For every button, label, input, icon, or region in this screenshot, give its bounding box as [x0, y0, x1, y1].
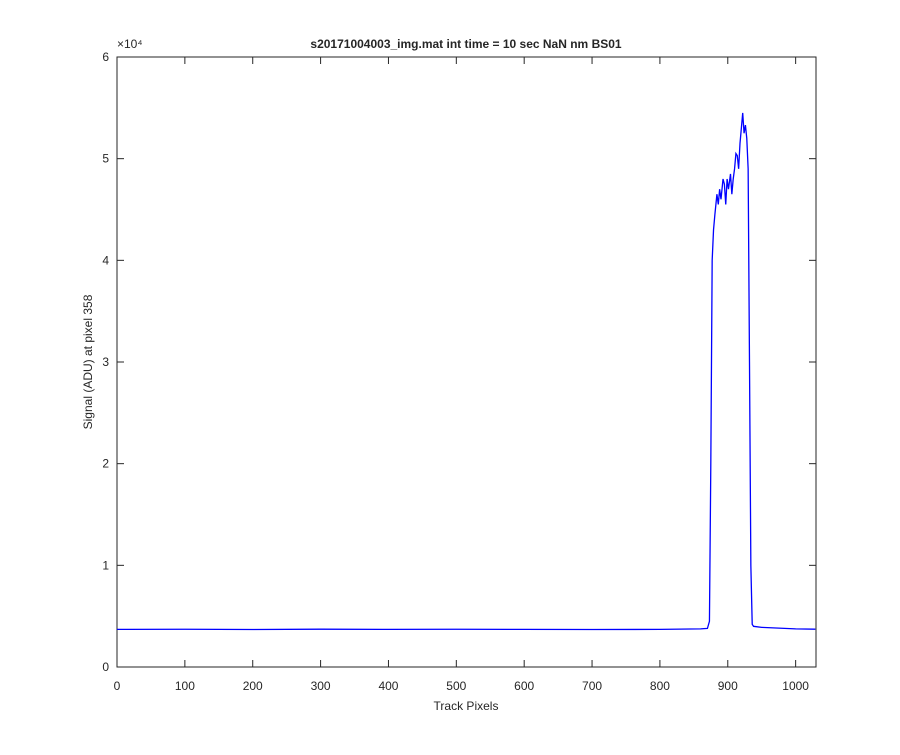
x-tick-label: 400	[378, 679, 398, 693]
x-tick-label: 300	[311, 679, 331, 693]
plot-frame	[116, 56, 817, 668]
x-tick-label: 600	[514, 679, 534, 693]
y-tick-label: 1	[102, 558, 109, 572]
x-tick-label: 500	[446, 679, 466, 693]
x-tick-label: 0	[114, 679, 121, 693]
x-tick-label: 800	[650, 679, 670, 693]
y-exponent: ×10⁴	[117, 37, 143, 51]
y-tick-label: 3	[102, 355, 109, 369]
y-tick-label: 4	[102, 253, 109, 267]
x-tick-label: 700	[582, 679, 602, 693]
x-tick-label: 900	[718, 679, 738, 693]
x-axis-label: Track Pixels	[434, 699, 499, 713]
y-tick-label: 6	[102, 50, 109, 64]
x-tick-label: 100	[175, 679, 195, 693]
y-tick-label: 2	[102, 457, 109, 471]
y-tick-label: 0	[102, 660, 109, 674]
y-tick-label: 5	[102, 152, 109, 166]
data-line	[116, 112, 816, 631]
chart-title: s20171004003_img.mat int time = 10 sec N…	[310, 37, 622, 51]
y-axis-label: Signal (ADU) at pixel 358	[81, 294, 95, 429]
x-tick-label: 200	[243, 679, 263, 693]
x-tick-label: 1000	[782, 679, 809, 693]
